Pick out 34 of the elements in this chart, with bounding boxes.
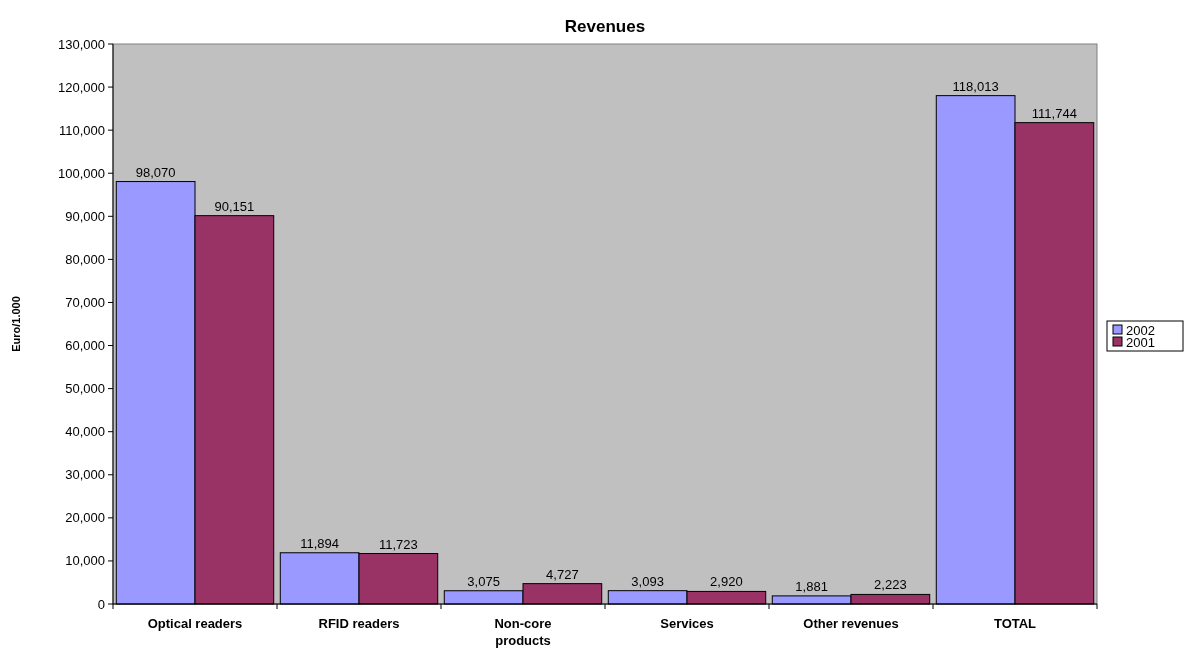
y-tick-label: 80,000 — [65, 251, 105, 267]
x-tick-label: TOTAL — [993, 616, 1037, 631]
y-tick-label: 100,000 — [58, 165, 105, 181]
y-tick-label: 20,000 — [65, 510, 105, 526]
data-label: 11,894 — [300, 535, 340, 551]
data-label: 2,920 — [710, 574, 743, 590]
data-label: 1,881 — [795, 578, 828, 594]
data-label: 11,723 — [378, 536, 418, 552]
x-tick-label: Non-core products — [494, 616, 552, 648]
data-label: 118,013 — [952, 78, 999, 94]
data-label: 111,744 — [1031, 105, 1077, 121]
y-tick-label: 70,000 — [65, 295, 105, 311]
y-tick-label: 30,000 — [65, 467, 105, 483]
y-tick-label: 60,000 — [65, 338, 105, 354]
data-label: 4,727 — [546, 566, 579, 582]
data-label: 2,223 — [874, 577, 907, 593]
x-tick-label: Services — [660, 616, 714, 631]
data-label: 3,093 — [631, 573, 664, 589]
y-axis-title: Euro/1.000 — [10, 296, 22, 352]
x-tick-label: Optical readers — [147, 616, 243, 631]
y-tick-label: 50,000 — [65, 381, 105, 397]
data-label: 3,075 — [467, 573, 500, 589]
chart-title: Revenues — [564, 17, 646, 36]
y-tick-label: 0 — [97, 596, 105, 612]
y-tick-label: 90,000 — [65, 208, 105, 224]
y-tick-label: 130,000 — [58, 36, 105, 52]
y-tick-label: 120,000 — [58, 79, 105, 95]
data-label: 98,070 — [135, 164, 176, 180]
data-label: 90,151 — [214, 198, 255, 214]
x-tick-label: RFID readers — [318, 616, 400, 631]
y-tick-label: 40,000 — [65, 424, 105, 440]
y-tick-label: 10,000 — [65, 553, 105, 569]
y-tick-label: 110,000 — [58, 122, 105, 138]
x-tick-label: Other revenues — [803, 616, 899, 631]
